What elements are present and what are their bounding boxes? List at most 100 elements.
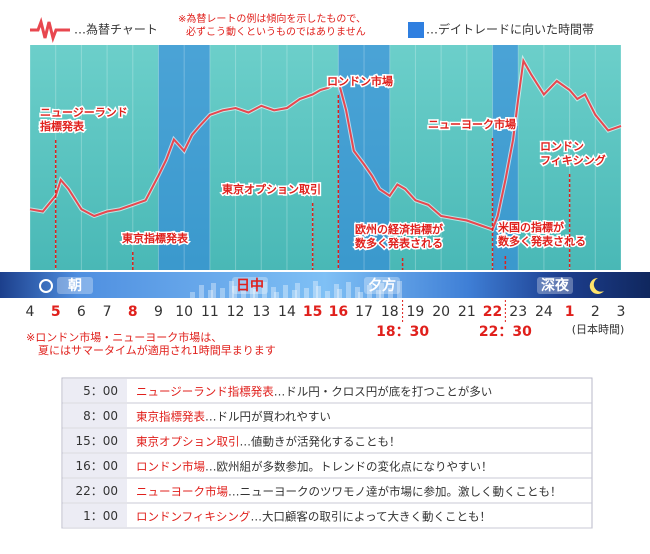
description-text: …ドル円が買われやすい (205, 409, 331, 423)
note: 夏にはサマータイムが適用され1時間早まります (38, 343, 276, 357)
x-tick-label: 24 (535, 304, 553, 320)
building (199, 285, 204, 298)
period-badge (232, 277, 268, 294)
time-cell (63, 479, 127, 502)
x-tick-label: 9 (154, 304, 163, 320)
time-cell (63, 379, 127, 402)
building (379, 283, 384, 298)
period-badge (364, 277, 400, 294)
description-text: …ドル円・クロス円が底を打つことが多い (274, 384, 493, 398)
timezone-label: (日本時間) (572, 322, 625, 336)
time-cell-text: 22：00 (75, 484, 118, 498)
x-tick-label: 21 (458, 304, 476, 320)
description: 東京オプション取引…値動きが活発化することも！ (136, 434, 401, 448)
time-cell-text: 15：00 (75, 434, 118, 448)
x-tick-label: 1 (565, 304, 575, 320)
time-cell (63, 429, 127, 452)
legend-label: …為替チャート (74, 23, 158, 37)
annotation-label: ロンドン市場 (327, 74, 393, 88)
description: ニューヨーク市場…ニューヨークのツワモノ達が市場に参加。激しく動くことも！ (136, 484, 562, 498)
period-label: 朝 (68, 277, 82, 294)
building (208, 290, 213, 298)
annotation-label: 米国の指標が (497, 220, 564, 234)
annotation-label: ロンドン (540, 140, 584, 153)
building (337, 289, 342, 298)
building (274, 292, 279, 298)
building (355, 287, 360, 298)
moon-icon (589, 277, 604, 294)
x-tick-label: 4 (26, 304, 35, 320)
description: ニュージーランド指標発表…ドル円・クロス円が底を打つことが多い (136, 384, 492, 398)
annotation-label: 東京指標発表 (122, 231, 189, 245)
note: ※為替レートの例は傾向を示したもので、 (178, 12, 366, 25)
note: ※ロンドン市場・ニューヨーク市場は、 (26, 330, 222, 344)
rate-line (29, 57, 622, 231)
building (376, 290, 381, 298)
building (367, 285, 372, 298)
time-cell-text: 5：00 (83, 384, 118, 398)
annotation-label: 数多く発表される (355, 236, 443, 250)
annotation-label: 数多く発表される (498, 234, 586, 248)
x-tick-label: 3 (617, 304, 626, 320)
building (397, 281, 402, 298)
building (316, 286, 321, 298)
x-tick-label: 18 (381, 304, 399, 320)
annotation-label: 欧州の経済指標が (355, 222, 443, 236)
annotation-label: ニュージーランド (40, 106, 128, 119)
description-text: …大口顧客の取引によって大きく動くことも！ (250, 509, 491, 523)
description-title: ニューヨーク市場 (136, 484, 228, 498)
time-cell-text: 8：00 (83, 409, 118, 423)
building (388, 288, 393, 298)
description-text: …値動きが活発化することも！ (240, 434, 401, 448)
x-tick-label: 12 (227, 304, 245, 320)
time-cell (63, 404, 127, 427)
x-tick-label: 6 (77, 304, 86, 320)
x-tick-label: 23 (509, 304, 527, 320)
description-title: 東京指標発表 (136, 409, 205, 423)
description: ロンドン市場…欧州組が多数参加。トレンドの変化点になりやすい！ (136, 459, 493, 473)
time-cell-text: 1：00 (83, 509, 118, 523)
building (211, 283, 216, 298)
building (250, 284, 255, 298)
description-text: …欧州組が多数参加。トレンドの変化点になりやすい！ (205, 459, 493, 473)
building (292, 290, 297, 298)
building (313, 281, 318, 298)
x-tick-label: 13 (252, 304, 270, 320)
description-title: ロンドン市場 (136, 459, 205, 473)
period-label: 日中 (236, 277, 264, 294)
annotation-label: フィキシング (540, 153, 606, 167)
building (325, 291, 330, 298)
x-tick-label: 17 (355, 304, 373, 320)
x-tick-label: 5 (51, 304, 61, 320)
building (241, 291, 246, 298)
building (220, 288, 225, 298)
description-title: ニュージーランド指標発表 (136, 384, 274, 398)
x-tick-label: 11 (201, 304, 219, 320)
legend-swatch (408, 22, 424, 38)
building (358, 292, 363, 298)
building (304, 288, 309, 298)
period-badge (57, 277, 93, 294)
note: 必ずこう動くというものではありません (186, 25, 366, 38)
building (229, 281, 234, 298)
time-cell (63, 454, 127, 477)
building (346, 282, 351, 298)
building (283, 285, 288, 298)
x-tick-label: 7 (103, 304, 112, 320)
x-tick-label: 15 (303, 304, 322, 320)
annotation-label: 指標発表 (40, 119, 85, 133)
period-bar (0, 272, 650, 298)
x-tick-label: 20 (432, 304, 450, 320)
period-label: 深夜 (541, 277, 570, 294)
x-tick-label: 2 (591, 304, 600, 320)
description-text: …ニューヨークのツワモノ達が市場に参加。激しく動くことも！ (228, 484, 562, 498)
x-tick-label: 22 (483, 304, 502, 320)
building (253, 289, 258, 298)
daytrade-band (338, 45, 390, 270)
description-title: ロンドンフィキシング (136, 509, 251, 523)
time-mark-label: 22：30 (479, 324, 532, 340)
time-cell (63, 504, 127, 527)
period-badge (537, 277, 573, 294)
annotation-label: ニューヨーク市場 (428, 117, 516, 131)
